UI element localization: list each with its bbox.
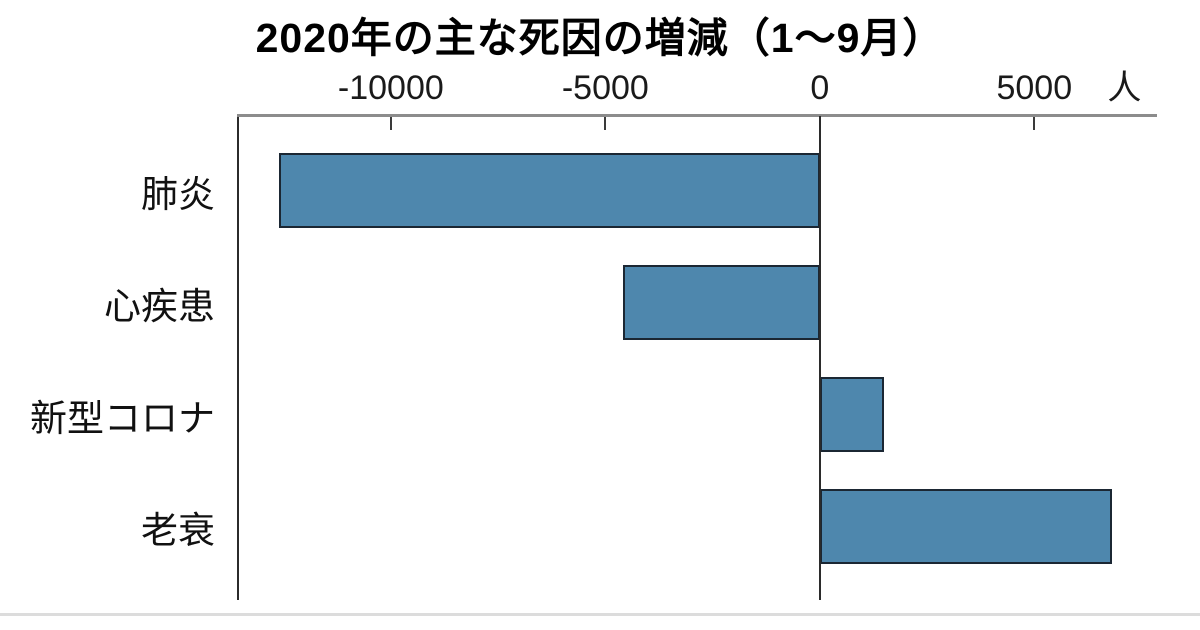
category-label-肺炎: 肺炎 [141,173,215,215]
x-axis-tick [1033,117,1036,130]
bar-老衰 [819,489,1112,564]
x-axis-tick [389,117,392,130]
bottom-divider [0,613,1200,616]
x-axis-line [237,114,1157,117]
x-axis-tick-label: 5000 [996,69,1073,107]
category-label-新型コロナ: 新型コロナ [30,397,215,439]
bar-新型コロナ [819,377,885,452]
chart-title: 2020年の主な死因の増減（1～9月） [255,15,945,61]
plot-area: -10000 -5000 0 5000 人 [237,69,1157,600]
zero-baseline [818,116,821,600]
bar-肺炎 [279,153,820,228]
x-axis-tick [604,117,607,130]
x-axis-tick-label: 0 [810,69,830,107]
category-label-心疾患: 心疾患 [104,285,215,327]
axis-unit-label: 人 [1107,69,1142,107]
category-label-老衰: 老衰 [141,509,215,551]
x-axis-tick-label: -10000 [337,69,444,107]
x-axis-tick-label: -5000 [561,69,649,107]
bar-心疾患 [622,265,820,340]
